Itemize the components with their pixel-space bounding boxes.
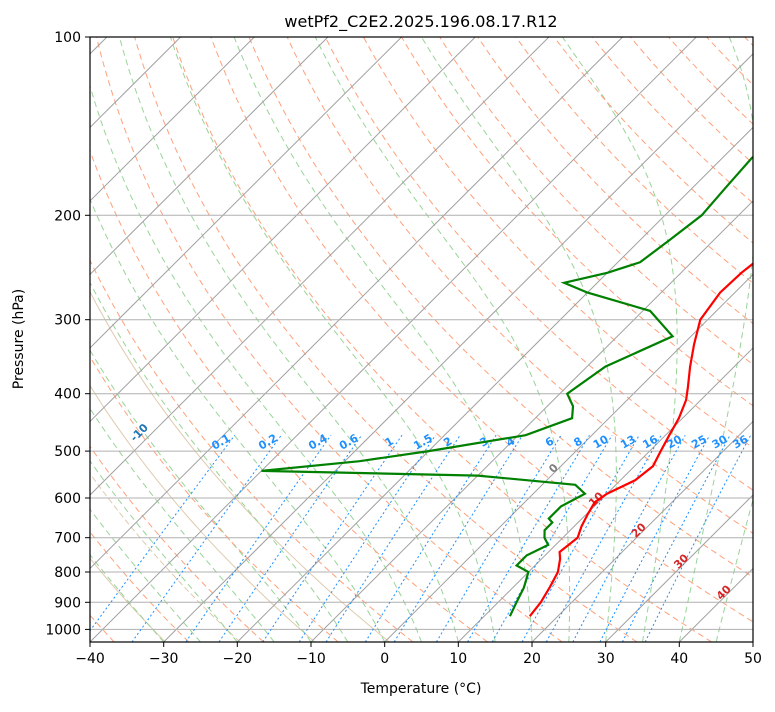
background-lines: [0, 37, 775, 642]
y-tick-label: 200: [54, 208, 81, 224]
mixing-ratio-line: [522, 435, 639, 642]
moist-adiabat: [0, 37, 274, 642]
y-tick-label: 600: [54, 491, 81, 507]
moist-adiabat: [679, 37, 757, 642]
y-axis-title: Pressure (hPa): [11, 289, 27, 389]
mixing-ratio-label: 1.5: [411, 432, 434, 453]
mixing-ratio-label: 0.1: [209, 432, 232, 453]
dry-adiabat-label: -10: [128, 421, 151, 444]
isotherm-label: 10: [586, 489, 606, 509]
dry-adiabat: [97, 37, 563, 642]
dry-adiabat: [707, 37, 775, 642]
dry-adiabat: [0, 37, 189, 642]
x-tick-label: −40: [75, 651, 105, 667]
mixing-ratio-line: [600, 435, 710, 642]
y-tick-label: 1000: [45, 622, 81, 638]
moist-adiabat: [0, 37, 201, 642]
dry-adiabat: [516, 37, 775, 642]
mixing-ratio-label: 20: [665, 432, 685, 451]
x-tick-label: 50: [744, 651, 762, 667]
mixing-ratio-label: 36: [731, 432, 751, 451]
mixing-ratio-label: 0.4: [306, 431, 330, 452]
moist-adiabat: [0, 37, 311, 642]
y-tick-label: 900: [54, 595, 81, 611]
mixing-ratio-label: 25: [689, 433, 709, 452]
mixing-ratio-line: [263, 435, 402, 642]
x-tick-label: −10: [296, 651, 326, 667]
mixing-ratio-line: [436, 435, 561, 642]
isotherm-label: 30: [671, 551, 691, 571]
theta-e-curve: [0, 37, 240, 642]
y-tick-label: 100: [54, 30, 81, 46]
dry-adiabat: [669, 37, 775, 642]
plot-frame: [90, 37, 753, 642]
mixing-ratio-label: 0.2: [256, 432, 279, 453]
moist-adiabat: [119, 37, 458, 642]
mixing-ratio-line: [365, 435, 496, 642]
moist-adiabat: [562, 37, 677, 642]
moist-adiabat: [12, 37, 348, 642]
x-tick-label: 20: [523, 651, 541, 667]
dry-adiabat: [478, 37, 775, 642]
dry-adiabat: [0, 37, 264, 642]
mixing-ratio-label: 30: [710, 432, 730, 451]
isotherm-line: [753, 37, 775, 642]
temperature-line: [530, 37, 775, 616]
moist-adiabat: [234, 37, 532, 642]
x-tick-label: 40: [670, 651, 688, 667]
isotherm-line: [679, 37, 775, 642]
chart-title: wetPf2_C2E2.2025.196.08.17.R12: [284, 12, 557, 32]
isotherm-line: [16, 37, 622, 642]
mixing-ratio-label: 16: [640, 432, 660, 451]
dry-adiabat: [211, 37, 775, 642]
mixing-ratio-line: [326, 435, 460, 642]
y-tick-label: 800: [54, 565, 81, 581]
moist-adiabat: [716, 37, 775, 642]
isotherm-line: [458, 37, 775, 642]
mixing-ratio-line: [468, 435, 590, 642]
moist-adiabat: [0, 37, 237, 642]
mixing-ratio-line: [573, 435, 685, 642]
dry-adiabat: [592, 37, 775, 642]
x-tick-label: 30: [597, 651, 615, 667]
theta-e-curve: [8, 37, 389, 642]
x-tick-label: −30: [149, 651, 179, 667]
x-axis-title: Temperature (°C): [360, 681, 482, 697]
isotherm-line: [90, 37, 696, 642]
moist-adiabat: [422, 37, 617, 642]
moist-adiabat: [42, 37, 385, 642]
dry-adiabat: [745, 37, 775, 642]
x-axis: −40 −30 −20 −10 0 10 20 30 40 50: [75, 642, 762, 667]
isotherm-line: [164, 37, 770, 642]
isotherm-line: [385, 37, 775, 642]
y-tick-label: 700: [54, 531, 81, 547]
moist-adiabat: [78, 37, 422, 642]
y-tick-label: 300: [54, 313, 81, 329]
y-axis: 100 200 300 400 500 600 700 800 900 1000: [45, 30, 90, 638]
x-tick-label: 10: [449, 651, 467, 667]
y-tick-label: 400: [54, 387, 81, 403]
theta-e-curve: [0, 37, 315, 642]
x-tick-label: 0: [380, 651, 389, 667]
isotherm-line: [0, 37, 254, 642]
x-tick-label: −20: [223, 651, 253, 667]
mixing-ratio-label: 13: [618, 433, 638, 452]
isotherm-line: [606, 37, 775, 642]
dry-adiabat: [20, 37, 413, 642]
isotherm-line: [311, 37, 775, 642]
isoline-labels: 0.10.20.40.611.52346810131620253036-100-…: [0, 44, 751, 602]
isotherm-label: 40: [714, 582, 734, 602]
mixing-ratio-label: 10: [591, 432, 611, 451]
moist-adiabat: [753, 37, 775, 642]
y-tick-label: 500: [54, 444, 81, 460]
dry-adiabat: [58, 37, 487, 642]
